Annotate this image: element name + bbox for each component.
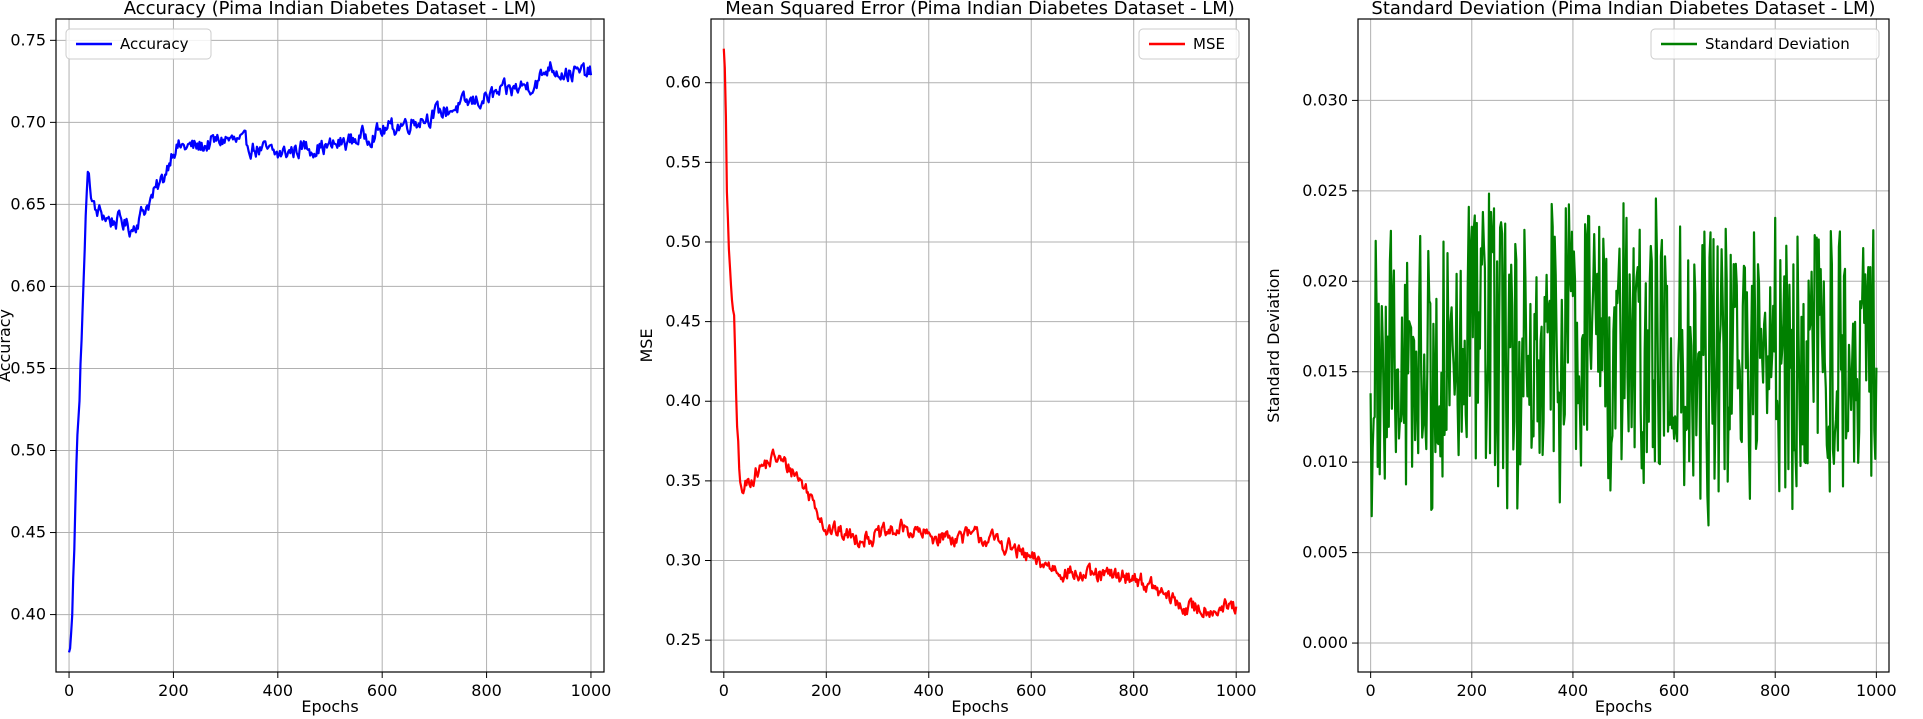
x-tick-label: 400 — [263, 681, 294, 700]
series-line — [1369, 192, 1878, 527]
x-tick-label: 800 — [471, 681, 502, 700]
y-tick-label: 0.005 — [1302, 543, 1348, 562]
series-line — [67, 61, 593, 653]
y-tick-label: 0.030 — [1302, 90, 1348, 109]
x-tick-label: 400 — [1558, 681, 1589, 700]
y-tick-label: 0.40 — [10, 605, 46, 624]
y-tick-label: 0.35 — [665, 471, 701, 490]
plot-frame — [710, 18, 1250, 673]
subplot-2: 0 200 400 600 800 1000 0.25 0.30 0.35 0.40 0.45 0.5… — [637, 0, 1257, 716]
x-tick-label: 600 — [367, 681, 398, 700]
x-tick-label: 200 — [1457, 681, 1488, 700]
y-tick-label: 0.40 — [665, 391, 701, 410]
y-tick-label: 0.025 — [1302, 181, 1348, 200]
y-tick-label: 0.50 — [665, 232, 701, 251]
legend-label: MSE — [1193, 35, 1225, 53]
x-tick-label: 1000 — [1856, 681, 1897, 700]
legend: MSE — [1138, 28, 1240, 60]
x-tick-label: 1000 — [1216, 681, 1257, 700]
x-axis-label: Epochs — [1595, 697, 1652, 716]
plot-frame — [55, 18, 605, 673]
y-tick-label: 0.010 — [1302, 452, 1348, 471]
y-axis-label: Accuracy — [0, 309, 14, 382]
x-tick-label: 1000 — [571, 681, 612, 700]
x-tick-label: 200 — [158, 681, 189, 700]
subplot-3: 0 200 400 600 800 1000 0.000 0.005 0.010 0.015 0.0… — [1264, 0, 1897, 716]
y-tick-label: 0.60 — [665, 73, 701, 92]
x-tick-label: 400 — [913, 681, 944, 700]
x-tick-label: 600 — [1016, 681, 1047, 700]
plot-frame — [1357, 18, 1890, 673]
chart-title: Mean Squared Error (Pima Indian Diabetes… — [725, 0, 1235, 19]
legend-label: Accuracy — [120, 35, 189, 53]
y-tick-label: 0.50 — [10, 441, 46, 460]
y-tick-label: 0.45 — [665, 312, 701, 331]
y-tick-label: 0.55 — [665, 152, 701, 171]
y-tick-label: 0.55 — [10, 358, 46, 377]
series-line — [722, 48, 1238, 619]
y-tick-label: 0.65 — [10, 194, 46, 213]
x-tick-label: 0 — [64, 681, 74, 700]
y-tick-label: 0.60 — [10, 276, 46, 295]
y-tick-label: 0.45 — [10, 523, 46, 542]
chart-title: Standard Deviation (Pima Indian Diabetes… — [1371, 0, 1875, 19]
y-tick-label: 0.30 — [665, 551, 701, 570]
x-axis-label: Epochs — [951, 697, 1008, 716]
subplot-1: 0 200 400 600 800 1000 0.40 0.45 0.50 0.55 0.60 0.6… — [0, 0, 611, 716]
legend-box — [1650, 28, 1880, 60]
x-tick-label: 0 — [1366, 681, 1376, 700]
y-tick-label: 0.75 — [10, 30, 46, 49]
legend-label: Standard Deviation — [1705, 35, 1850, 53]
legend: Standard Deviation — [1650, 28, 1880, 60]
y-axis-label: MSE — [637, 328, 656, 362]
legend: Accuracy — [65, 28, 212, 60]
x-tick-label: 600 — [1659, 681, 1690, 700]
y-tick-label: 0.020 — [1302, 271, 1348, 290]
y-tick-label: 0.25 — [665, 630, 701, 649]
y-tick-label: 0.015 — [1302, 362, 1348, 381]
y-tick-label: 0.000 — [1302, 633, 1348, 652]
x-tick-label: 0 — [719, 681, 729, 700]
x-axis-label: Epochs — [301, 697, 358, 716]
y-axis-label: Standard Deviation — [1264, 268, 1283, 422]
x-tick-label: 800 — [1118, 681, 1149, 700]
legend-box — [65, 28, 212, 60]
legend-box — [1138, 28, 1240, 60]
chart-title: Accuracy (Pima Indian Diabetes Dataset -… — [124, 0, 537, 19]
x-tick-label: 200 — [811, 681, 842, 700]
x-tick-label: 800 — [1760, 681, 1791, 700]
y-tick-label: 0.70 — [10, 112, 46, 131]
